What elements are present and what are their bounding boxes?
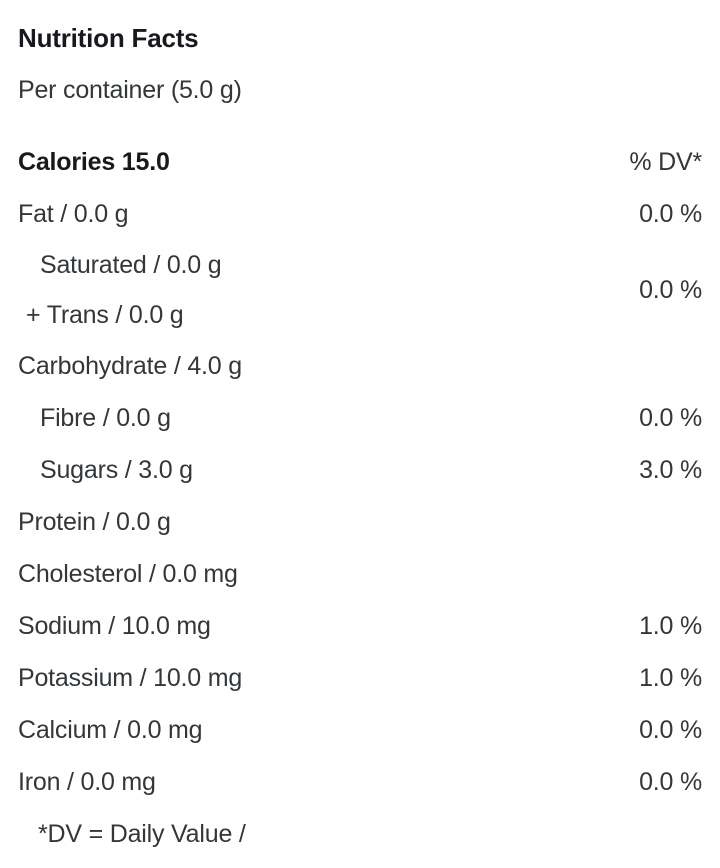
nutrient-row: Protein / 0.0 g (18, 496, 702, 548)
nutrient-row: Potassium / 10.0 mg 1.0 % (18, 652, 702, 704)
nutrient-labels: Fibre / 0.0 g (18, 392, 171, 444)
nutrient-labels: Potassium / 10.0 mg (18, 652, 242, 704)
nutrient-dv-value: 0.0 % (639, 715, 702, 744)
nutrient-dv-value: 0.0 % (639, 403, 702, 432)
calories-header-row: Calories 15.0 % DV* (18, 136, 702, 188)
nutrient-label: Potassium / 10.0 mg (18, 664, 243, 692)
nutrient-row: Iron / 0.0 mg 0.0 % (18, 756, 702, 808)
nutrient-labels: Fat / 0.0 g (18, 188, 129, 240)
nutrient-label: Sugars / 3.0 g (40, 456, 193, 484)
nutrient-dv-value: 3.0 % (639, 455, 702, 484)
daily-value-header: % DV* (629, 147, 702, 176)
nutrient-labels: Iron / 0.0 mg (18, 756, 156, 808)
nutrient-label: Carbohydrate / 4.0 g (18, 352, 242, 380)
nutrient-label: Fat / 0.0 g (18, 200, 129, 228)
calories-value: Calories 15.0 (18, 147, 170, 176)
nutrient-label: Cholesterol / 0.0 mg (18, 560, 238, 588)
nutrient-labels: Saturated / 0.0 g + Trans / 0.0 g (18, 240, 222, 340)
nutrient-dv-value: 1.0 % (639, 611, 702, 640)
nutrient-dv-value: 0.0 % (639, 275, 702, 304)
nutrient-dv-value: 0.0 % (639, 199, 702, 228)
nutrient-row: Sugars / 3.0 g 3.0 % (18, 444, 702, 496)
nutrient-labels: Protein / 0.0 g (18, 496, 171, 548)
nutrient-row: Calcium / 0.0 mg 0.0 % (18, 704, 702, 756)
nutrient-dv-value: 1.0 % (639, 663, 702, 692)
nutrient-label: Sodium / 10.0 mg (18, 612, 211, 640)
nutrient-labels: Calcium / 0.0 mg (18, 704, 203, 756)
nutrient-row: Cholesterol / 0.0 mg (18, 548, 702, 600)
nutrient-rows: Fat / 0.0 g 0.0 % Saturated / 0.0 g + Tra… (18, 188, 702, 808)
nutrient-row: Fibre / 0.0 g 0.0 % (18, 392, 702, 444)
nutrient-labels: Cholesterol / 0.0 mg (18, 548, 238, 600)
nutrient-row: Fat / 0.0 g 0.0 % (18, 188, 702, 240)
nutrient-row: Saturated / 0.0 g + Trans / 0.0 g 0.0 % (18, 240, 702, 340)
nutrient-row: Carbohydrate / 4.0 g (18, 340, 702, 392)
nutrient-label: Iron / 0.0 mg (18, 768, 156, 796)
dv-footnote: *DV = Daily Value / (38, 820, 246, 848)
panel-title: Nutrition Facts (18, 23, 199, 53)
nutrient-labels: Sodium / 10.0 mg (18, 600, 211, 652)
serving-size: Per container (5.0 g) (18, 76, 242, 104)
nutrient-row: Sodium / 10.0 mg 1.0 % (18, 600, 702, 652)
nutrient-labels: Sugars / 3.0 g (18, 444, 193, 496)
section-divider-gap (18, 116, 702, 136)
nutrient-label: Calcium / 0.0 mg (18, 716, 203, 744)
nutrient-label: + Trans / 0.0 g (26, 301, 184, 329)
nutrient-label: Saturated / 0.0 g (40, 251, 222, 279)
nutrient-label: Protein / 0.0 g (18, 508, 171, 536)
nutrient-labels: Carbohydrate / 4.0 g (18, 340, 242, 392)
nutrient-dv-value: 0.0 % (639, 767, 702, 796)
nutrient-label: Fibre / 0.0 g (40, 404, 171, 432)
